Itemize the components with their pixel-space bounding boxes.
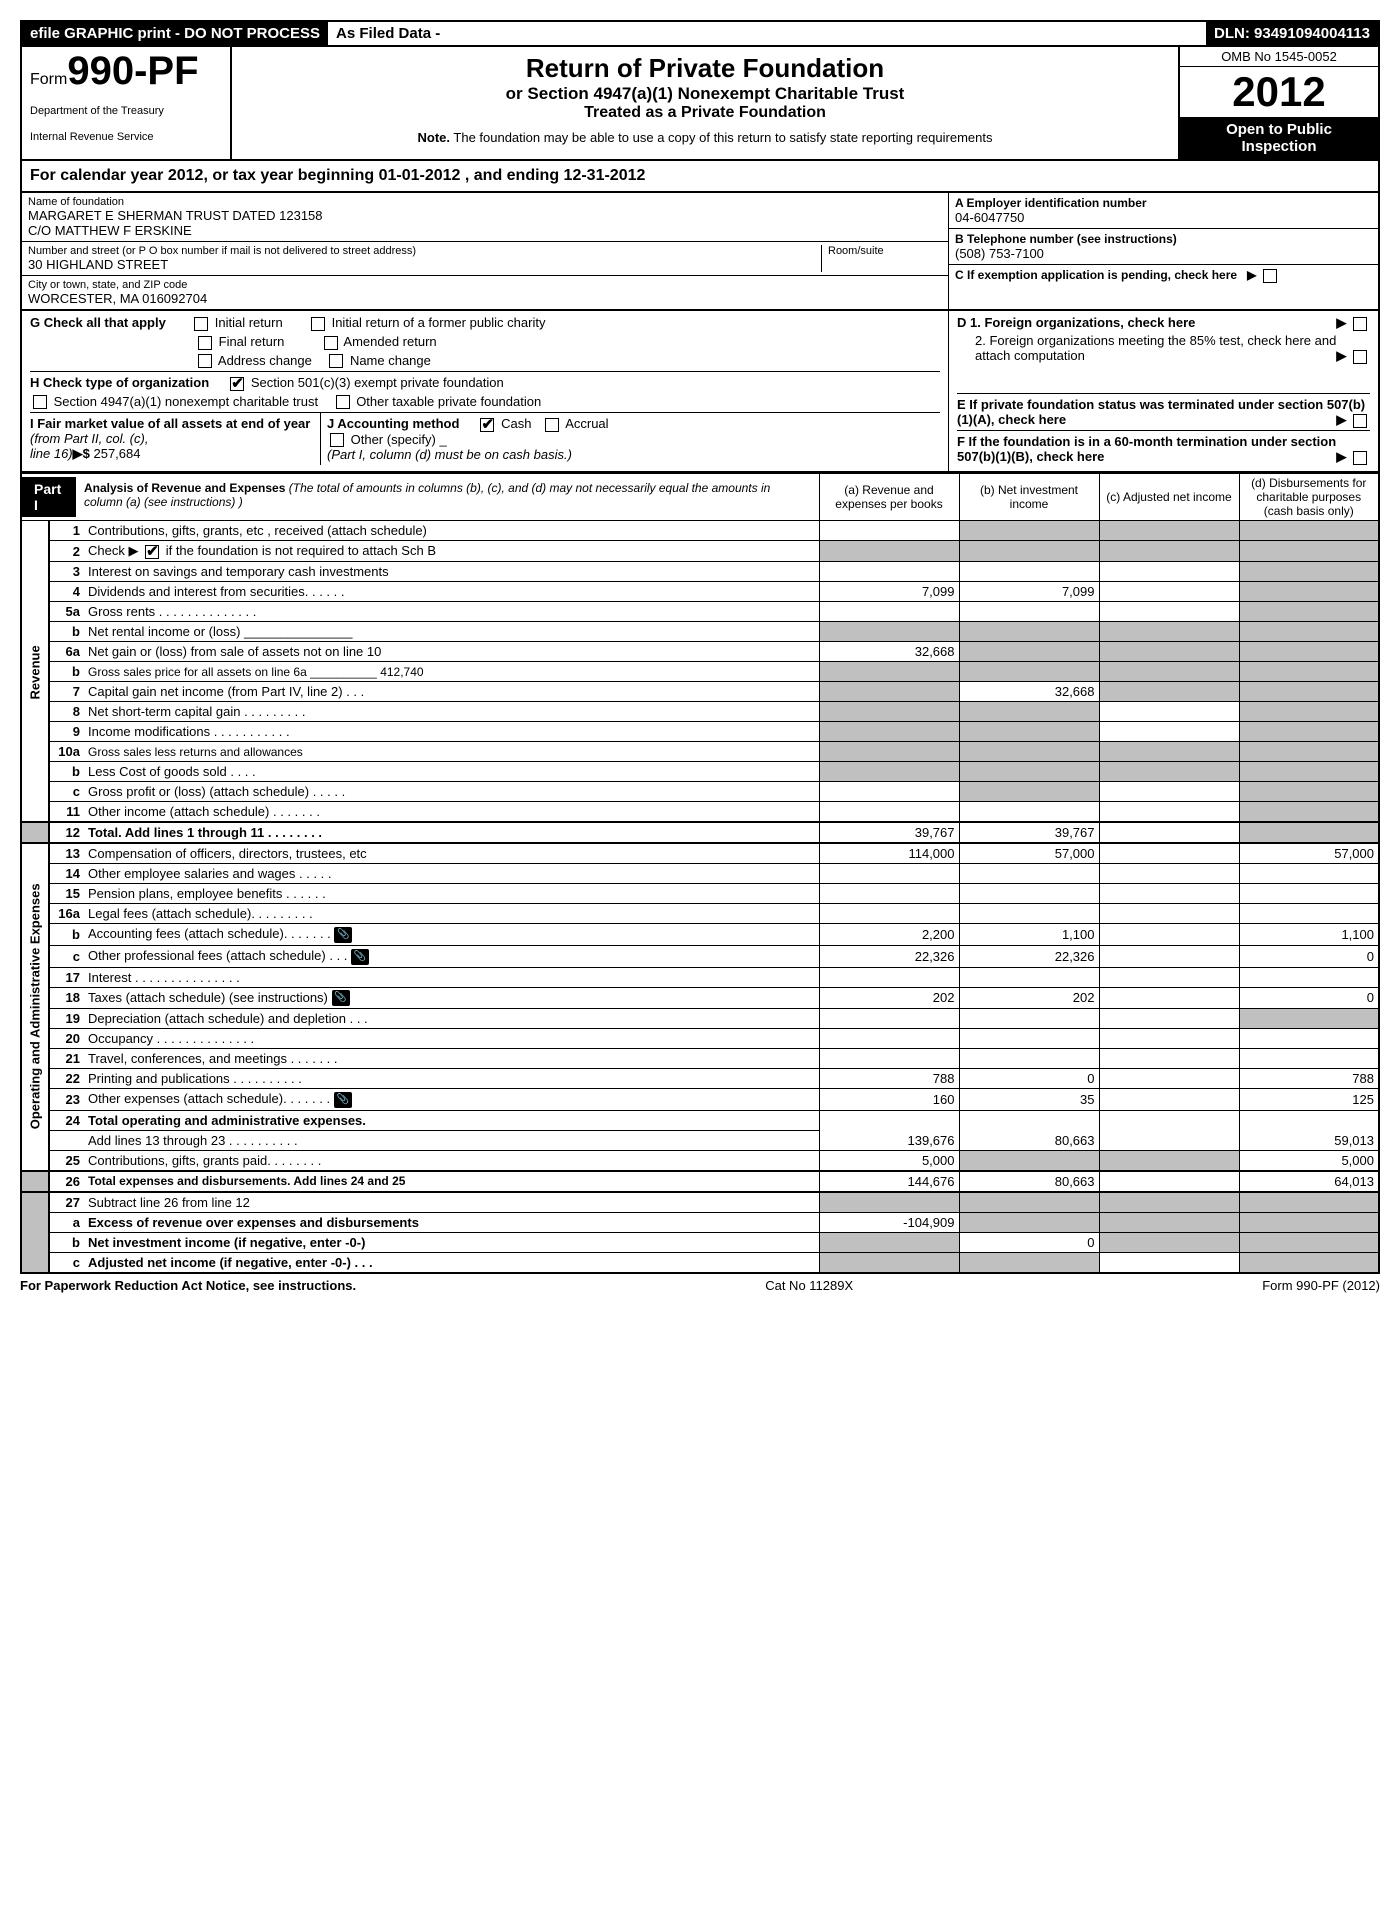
part1-title: Analysis of Revenue and Expenses (84, 481, 285, 495)
address-change-checkbox[interactable] (198, 354, 212, 368)
exemption-checkbox[interactable] (1263, 269, 1277, 283)
city-label: City or town, state, and ZIP code (28, 279, 942, 291)
revenue-side-label: Revenue (21, 521, 49, 823)
open-public: Open to PublicInspection (1180, 117, 1378, 159)
asfiled-label: As Filed Data - (328, 22, 1206, 45)
e-label: E If private foundation status was termi… (957, 397, 1365, 427)
cash-checkbox[interactable] (480, 418, 494, 432)
efile-label: efile GRAPHIC print - DO NOT PROCESS (22, 22, 328, 45)
phone-label: B Telephone number (see instructions) (955, 232, 1372, 246)
part1-table: Part I Analysis of Revenue and Expenses … (20, 473, 1380, 1273)
name-change-checkbox[interactable] (329, 354, 343, 368)
sch-b-checkbox[interactable] (145, 545, 159, 559)
amended-return-checkbox[interactable] (324, 336, 338, 350)
foundation-info: Name of foundation MARGARET E SHERMAN TR… (20, 193, 1380, 311)
col-b-header: (b) Net investment income (959, 474, 1099, 521)
form-title: Return of Private Foundation (252, 53, 1158, 84)
form-subtitle1: or Section 4947(a)(1) Nonexempt Charitab… (252, 84, 1158, 104)
foundation-name-2: C/O MATTHEW F ERSKINE (28, 223, 942, 238)
schedule-icon[interactable]: 📎 (332, 990, 350, 1006)
tax-year: 2012 (1180, 67, 1378, 117)
title-box: Return of Private Foundation or Section … (232, 47, 1178, 159)
fmv-value: 257,684 (90, 446, 141, 461)
address-label: Number and street (or P O box number if … (28, 245, 815, 257)
60month-checkbox[interactable] (1353, 451, 1367, 465)
dln-label: DLN: 93491094004113 (1206, 22, 1378, 45)
foundation-name-1: MARGARET E SHERMAN TRUST DATED 123158 (28, 208, 942, 223)
section-4947-checkbox[interactable] (33, 395, 47, 409)
form-number-box: Form990-PF Department of the Treasury In… (22, 47, 232, 159)
ein-value: 04-6047750 (955, 210, 1372, 225)
dept-treasury: Department of the Treasury (30, 105, 222, 117)
d1-label: D 1. Foreign organizations, check here (957, 315, 1195, 330)
initial-former-checkbox[interactable] (311, 317, 325, 331)
col-d-header: (d) Disbursements for charitable purpose… (1239, 474, 1379, 521)
irs-label: Internal Revenue Service (30, 131, 222, 143)
schedule-icon[interactable]: 📎 (334, 927, 352, 943)
form-number: 990-PF (67, 49, 198, 93)
col-c-header: (c) Adjusted net income (1099, 474, 1239, 521)
j-note: (Part I, column (d) must be on cash basi… (327, 447, 572, 462)
initial-return-checkbox[interactable] (194, 317, 208, 331)
schedule-icon[interactable]: 📎 (334, 1092, 352, 1108)
i-from: (from Part II, col. (c), (30, 431, 148, 446)
terminated-checkbox[interactable] (1353, 414, 1367, 428)
foreign-org-checkbox[interactable] (1353, 317, 1367, 331)
top-bar: efile GRAPHIC print - DO NOT PROCESS As … (20, 20, 1380, 47)
calendar-year-line: For calendar year 2012, or tax year begi… (20, 161, 1380, 193)
address: 30 HIGHLAND STREET (28, 257, 815, 272)
check-section: G Check all that apply Initial return In… (20, 311, 1380, 473)
form-note: Note. The foundation may be able to use … (252, 130, 1158, 145)
form-footer: Form 990-PF (2012) (1262, 1278, 1380, 1293)
ein-label: A Employer identification number (955, 196, 1372, 210)
g-label: G Check all that apply (30, 315, 166, 330)
j-label: J Accounting method (327, 416, 459, 431)
schedule-icon[interactable]: 📎 (351, 949, 369, 965)
omb-number: OMB No 1545-0052 (1180, 47, 1378, 67)
page-footer: For Paperwork Reduction Act Notice, see … (20, 1278, 1380, 1293)
col-a-header: (a) Revenue and expenses per books (819, 474, 959, 521)
form-prefix: Form (30, 71, 67, 88)
f-label: F If the foundation is in a 60-month ter… (957, 434, 1336, 464)
accrual-checkbox[interactable] (545, 418, 559, 432)
form-subtitle2: Treated as a Private Foundation (252, 104, 1158, 122)
expenses-side-label: Operating and Administrative Expenses (21, 843, 49, 1170)
h-label: H Check type of organization (30, 375, 209, 390)
exemption-label: C If exemption application is pending, c… (955, 268, 1237, 282)
section-501c3-checkbox[interactable] (230, 377, 244, 391)
other-taxable-checkbox[interactable] (336, 395, 350, 409)
d2-label: 2. Foreign organizations meeting the 85%… (975, 333, 1336, 363)
foreign-85-checkbox[interactable] (1353, 350, 1367, 364)
cat-number: Cat No 11289X (765, 1278, 853, 1293)
other-method-checkbox[interactable] (330, 433, 344, 447)
final-return-checkbox[interactable] (198, 336, 212, 350)
city-state-zip: WORCESTER, MA 016092704 (28, 291, 942, 306)
form-header: Form990-PF Department of the Treasury In… (20, 47, 1380, 161)
i-label: I Fair market value of all assets at end… (30, 416, 310, 431)
name-label: Name of foundation (28, 196, 942, 208)
year-box: OMB No 1545-0052 2012 Open to PublicInsp… (1178, 47, 1378, 159)
room-label: Room/suite (822, 245, 942, 272)
part1-label: Part I (22, 477, 76, 517)
paperwork-notice: For Paperwork Reduction Act Notice, see … (20, 1278, 356, 1293)
phone-value: (508) 753-7100 (955, 246, 1372, 261)
